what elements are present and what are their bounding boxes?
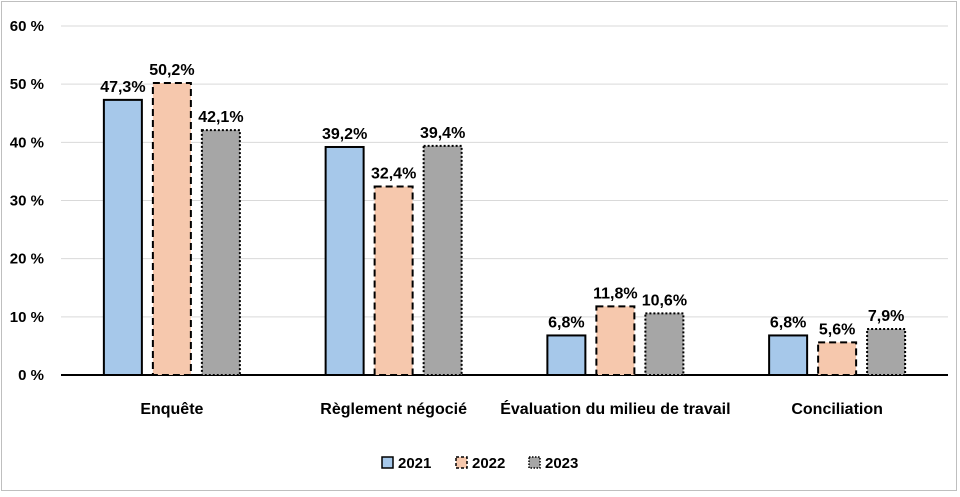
bar-2023 (866, 328, 907, 377)
y-tick-label: 0 % (18, 367, 44, 384)
legend-swatch-2022 (455, 456, 468, 469)
y-tick-label: 10 % (10, 309, 44, 326)
data-label: 6,8% (548, 314, 584, 331)
bar-2021 (768, 334, 809, 376)
data-label: 11,8% (593, 285, 637, 302)
legend-label-2023: 2023 (545, 455, 578, 472)
y-tick-label: 40 % (10, 134, 44, 151)
data-label: 39,2% (322, 126, 367, 143)
data-label: 6,8% (770, 314, 806, 331)
y-tick-label: 20 % (10, 251, 44, 268)
bar-2023 (422, 144, 463, 376)
bar-2021 (102, 98, 143, 376)
bar-2022 (373, 185, 414, 376)
legend-label-2022: 2022 (472, 455, 505, 472)
y-tick-label: 60 % (10, 18, 44, 35)
data-label: 10,6% (642, 292, 687, 309)
legend-label-2021: 2021 (398, 455, 431, 472)
data-label: 42,1% (198, 109, 243, 126)
x-category-label: Enquête (140, 401, 203, 418)
bar-2021 (546, 334, 587, 376)
data-label: 39,4% (420, 125, 465, 142)
x-category-label: Conciliation (791, 401, 883, 418)
data-label: 47,3% (100, 79, 145, 96)
bar-2021 (324, 145, 365, 376)
legend-swatch-2021 (381, 456, 394, 469)
data-label: 5,6% (819, 321, 855, 338)
y-tick-label: 30 % (10, 193, 44, 210)
y-tick-label: 50 % (10, 76, 44, 93)
data-label: 7,9% (868, 308, 904, 325)
x-category-label: Règlement négocié (320, 401, 467, 418)
bar-2023 (644, 312, 685, 376)
legend-swatch-2023 (528, 456, 541, 469)
bar-2022 (817, 341, 858, 376)
data-label: 50,2% (149, 62, 194, 79)
data-label: 32,4% (371, 166, 416, 183)
bar-2022 (595, 305, 636, 377)
bar-2023 (200, 129, 241, 376)
x-category-label: Évaluation du milieu de travail (500, 399, 730, 418)
bar-2022 (151, 82, 192, 377)
